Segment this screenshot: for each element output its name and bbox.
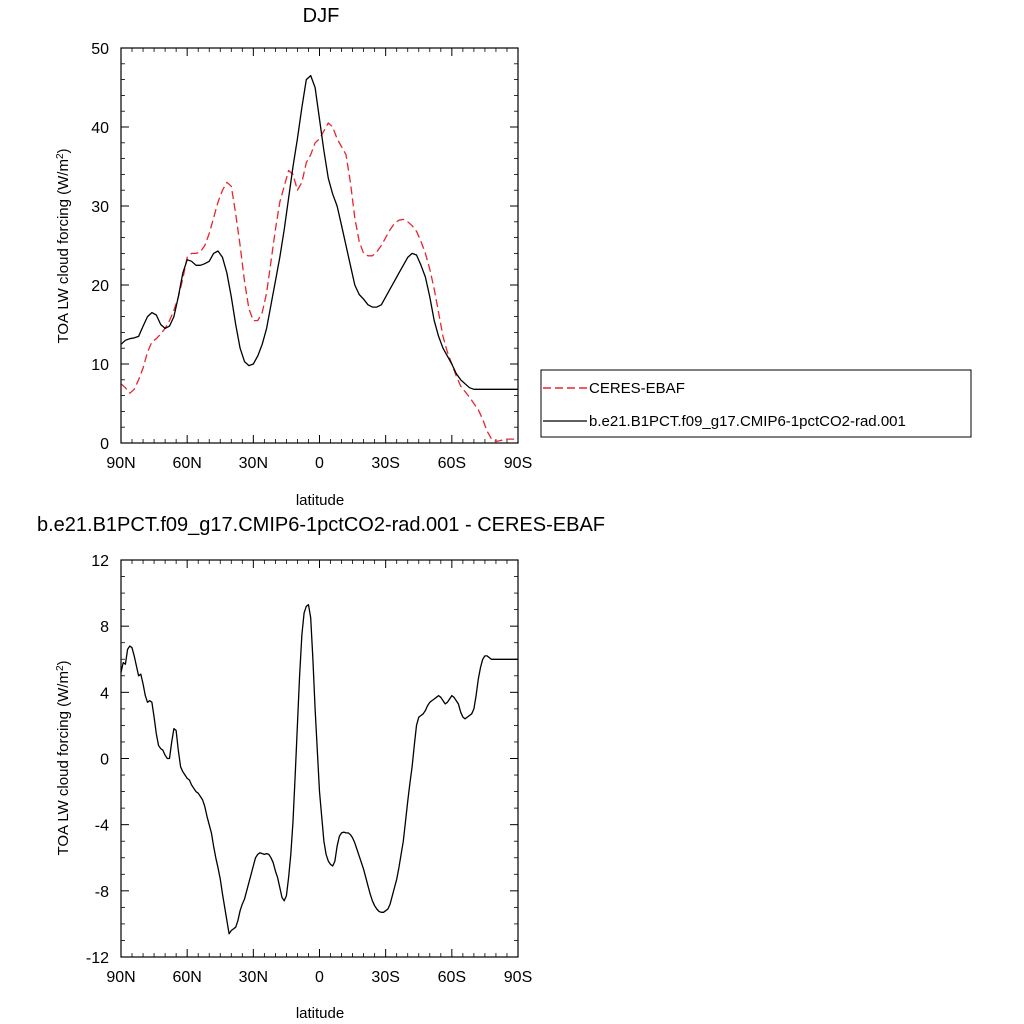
top-series-line-1 xyxy=(120,74,518,390)
legend-label-ceres: CERES-EBAF xyxy=(589,380,685,397)
top-ytick-label: 10 xyxy=(91,357,109,374)
bottom-ytick-label: -8 xyxy=(95,884,109,901)
bottom-xtick-label: 30S xyxy=(371,969,399,986)
bottom-xtick-label: 0 xyxy=(315,969,324,986)
bottom-panel-tick-labels: 90N 60N 30N 0 30S 60S 90S 12 8 4 0 -4 -8 -12 xyxy=(86,553,532,986)
bottom-xtick-label: 60N xyxy=(172,969,201,986)
top-xtick-label: 60S xyxy=(438,455,466,472)
top-xtick-label: 60N xyxy=(172,455,201,472)
top-ytick-label: 30 xyxy=(91,199,109,216)
bottom-ytick-label: 8 xyxy=(100,619,109,636)
legend: CERES-EBAF b.e21.B1PCT.f09_g17.CMIP6-1pc… xyxy=(540,369,972,438)
top-panel-frame xyxy=(120,47,519,444)
top-ytick-label: 40 xyxy=(91,120,109,137)
top-panel-title: DJF xyxy=(303,5,340,27)
top-panel-series xyxy=(120,74,518,443)
bottom-xtick-label: 90S xyxy=(504,969,532,986)
legend-box xyxy=(540,369,972,438)
top-ytick-label: 0 xyxy=(100,436,109,453)
bottom-xtick-label: 60S xyxy=(438,969,466,986)
bottom-panel-frame xyxy=(120,559,519,958)
top-ytick-label: 50 xyxy=(91,41,109,58)
top-xtick-label: 30N xyxy=(239,455,268,472)
top-panel-axes xyxy=(120,47,519,444)
top-xtick-label: 90S xyxy=(504,455,532,472)
top-ytick-label: 20 xyxy=(91,278,109,295)
top-panel-tick-labels: 90N 60N 30N 0 30S 60S 90S 0 10 20 30 40 50 xyxy=(91,41,532,472)
top-xtick-label: 90N xyxy=(106,455,135,472)
bottom-panel-series xyxy=(120,604,518,935)
bottom-panel-ylabel: TOA LW cloud forcing (W/m2) xyxy=(55,660,73,855)
bottom-panel: b.e21.B1PCT.f09_g17.CMIP6-1pctCO2-rad.00… xyxy=(37,514,605,1022)
bottom-panel-axes xyxy=(120,559,519,958)
bottom-ytick-label: 12 xyxy=(91,553,109,570)
bottom-ytick-label: -4 xyxy=(95,818,109,835)
bottom-xtick-label: 30N xyxy=(239,969,268,986)
top-xtick-label: 30S xyxy=(371,455,399,472)
top-panel-ylabel: TOA LW cloud forcing (W/m2) xyxy=(55,148,73,343)
top-panel: DJF 90N 60N 30N 0 30S 60S 90S 0 10 20 30 40 50 latit… xyxy=(55,5,533,509)
top-panel-xlabel: latitude xyxy=(296,492,344,509)
top-xtick-label: 0 xyxy=(315,455,324,472)
bottom-ytick-label: 4 xyxy=(100,685,109,702)
legend-label-model: b.e21.B1PCT.f09_g17.CMIP6-1pctCO2-rad.00… xyxy=(589,413,906,430)
bottom-panel-title: b.e21.B1PCT.f09_g17.CMIP6-1pctCO2-rad.00… xyxy=(37,514,605,536)
bottom-ytick-label: -12 xyxy=(86,950,109,967)
bottom-series-line-0 xyxy=(120,604,518,935)
bottom-xtick-label: 90N xyxy=(106,969,135,986)
bottom-ytick-label: 0 xyxy=(100,752,109,769)
bottom-panel-xlabel: latitude xyxy=(296,1005,344,1022)
